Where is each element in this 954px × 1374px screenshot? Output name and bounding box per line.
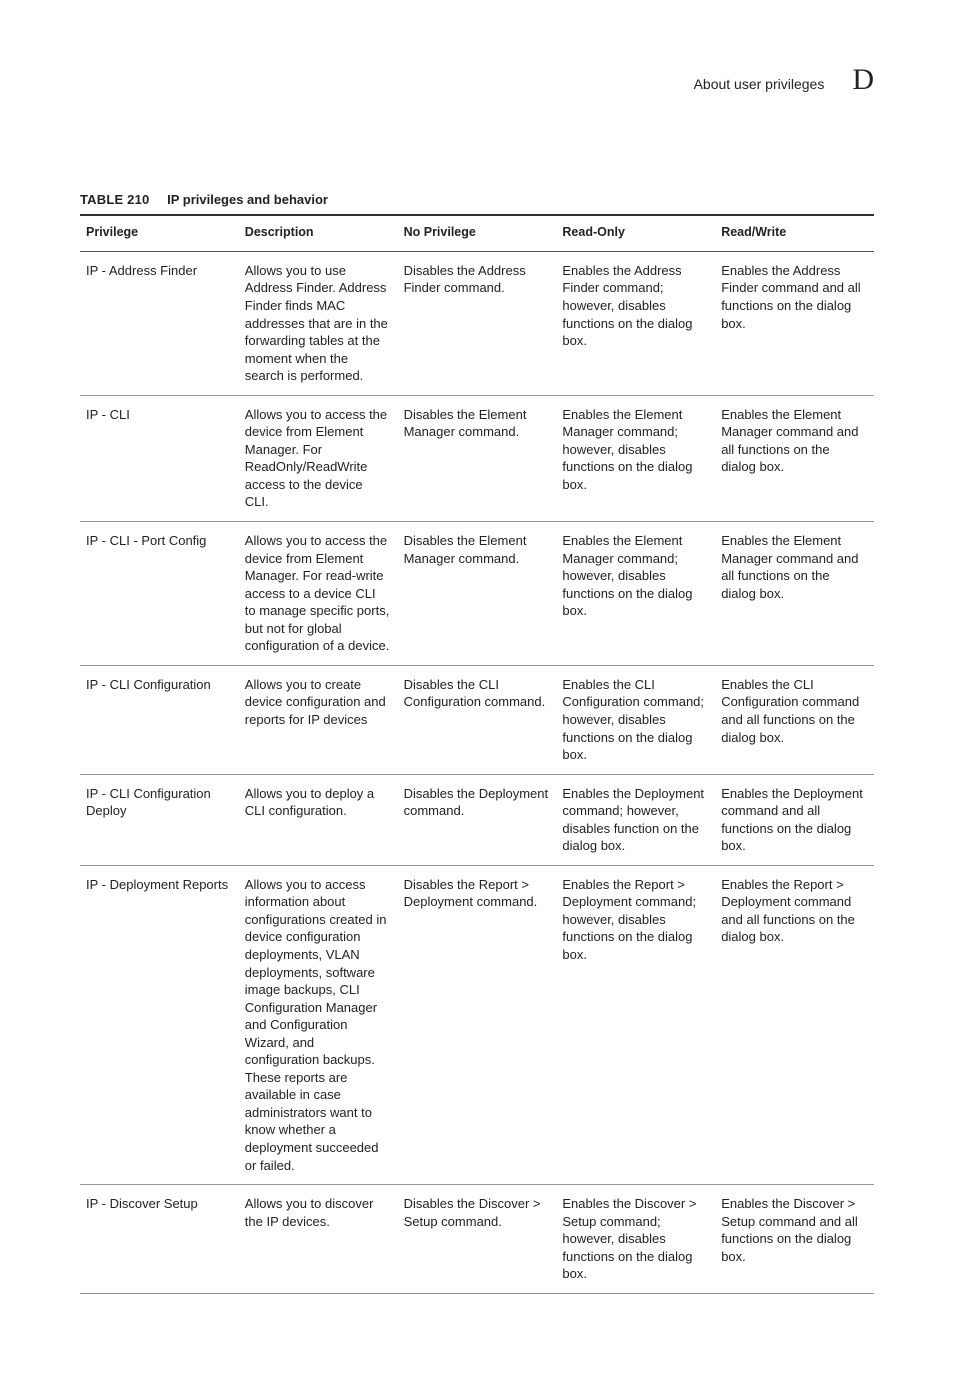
cell-no_priv: Disables the Element Manager command. bbox=[398, 395, 557, 521]
cell-privilege: IP - CLI bbox=[80, 395, 239, 521]
table-row: IP - CLIAllows you to access the device … bbox=[80, 395, 874, 521]
table-row: IP - Address FinderAllows you to use Add… bbox=[80, 251, 874, 395]
cell-no_priv: Disables the Discover > Setup command. bbox=[398, 1185, 557, 1294]
col-read-only: Read-Only bbox=[556, 215, 715, 251]
cell-privilege: IP - CLI - Port Config bbox=[80, 522, 239, 666]
cell-description: Allows you to use Address Finder. Addres… bbox=[239, 251, 398, 395]
table-row: IP - Discover SetupAllows you to discove… bbox=[80, 1185, 874, 1294]
cell-privilege: IP - CLI Configuration Deploy bbox=[80, 774, 239, 865]
cell-no_priv: Disables the Address Finder command. bbox=[398, 251, 557, 395]
cell-read_write: Enables the Deployment command and all f… bbox=[715, 774, 874, 865]
cell-read_only: Enables the Element Manager command; how… bbox=[556, 395, 715, 521]
cell-no_priv: Disables the Element Manager command. bbox=[398, 522, 557, 666]
cell-privilege: IP - Address Finder bbox=[80, 251, 239, 395]
cell-read_only: Enables the Discover > Setup command; ho… bbox=[556, 1185, 715, 1294]
table-row: IP - Deployment ReportsAllows you to acc… bbox=[80, 865, 874, 1184]
cell-privilege: IP - CLI Configuration bbox=[80, 665, 239, 774]
cell-description: Allows you to deploy a CLI configuration… bbox=[239, 774, 398, 865]
cell-read_only: Enables the Element Manager command; how… bbox=[556, 522, 715, 666]
cell-read_write: Enables the Discover > Setup command and… bbox=[715, 1185, 874, 1294]
cell-no_priv: Disables the Deployment command. bbox=[398, 774, 557, 865]
col-no-priv: No Privilege bbox=[398, 215, 557, 251]
cell-description: Allows you to discover the IP devices. bbox=[239, 1185, 398, 1294]
cell-read_write: Enables the CLI Configuration command an… bbox=[715, 665, 874, 774]
cell-description: Allows you to access the device from Ele… bbox=[239, 522, 398, 666]
cell-description: Allows you to access information about c… bbox=[239, 865, 398, 1184]
table-row: IP - CLI - Port ConfigAllows you to acce… bbox=[80, 522, 874, 666]
cell-no_priv: Disables the CLI Configuration command. bbox=[398, 665, 557, 774]
privileges-table: Privilege Description No Privilege Read-… bbox=[80, 214, 874, 1294]
cell-read_only: Enables the Address Finder command; howe… bbox=[556, 251, 715, 395]
table-header-row: Privilege Description No Privilege Read-… bbox=[80, 215, 874, 251]
section-title: About user privileges bbox=[694, 75, 825, 94]
cell-description: Allows you to create device configuratio… bbox=[239, 665, 398, 774]
cell-read_only: Enables the Deployment command; however,… bbox=[556, 774, 715, 865]
cell-privilege: IP - Discover Setup bbox=[80, 1185, 239, 1294]
cell-read_write: Enables the Element Manager command and … bbox=[715, 395, 874, 521]
table-body: IP - Address FinderAllows you to use Add… bbox=[80, 251, 874, 1293]
cell-read_write: Enables the Element Manager command and … bbox=[715, 522, 874, 666]
col-description: Description bbox=[239, 215, 398, 251]
cell-privilege: IP - Deployment Reports bbox=[80, 865, 239, 1184]
table-row: IP - CLI Configuration DeployAllows you … bbox=[80, 774, 874, 865]
page: About user privileges D TABLE 210 IP pri… bbox=[0, 0, 954, 1374]
section-letter: D bbox=[852, 60, 874, 101]
cell-read_only: Enables the CLI Configuration command; h… bbox=[556, 665, 715, 774]
cell-read_write: Enables the Report > Deployment command … bbox=[715, 865, 874, 1184]
table-row: IP - CLI ConfigurationAllows you to crea… bbox=[80, 665, 874, 774]
col-privilege: Privilege bbox=[80, 215, 239, 251]
col-read-write: Read/Write bbox=[715, 215, 874, 251]
cell-description: Allows you to access the device from Ele… bbox=[239, 395, 398, 521]
table-title: IP privileges and behavior bbox=[167, 192, 328, 207]
cell-read_only: Enables the Report > Deployment command;… bbox=[556, 865, 715, 1184]
running-header: About user privileges D bbox=[80, 60, 874, 101]
cell-no_priv: Disables the Report > Deployment command… bbox=[398, 865, 557, 1184]
table-number: TABLE 210 bbox=[80, 192, 149, 207]
table-caption: TABLE 210 IP privileges and behavior bbox=[80, 191, 874, 209]
cell-read_write: Enables the Address Finder command and a… bbox=[715, 251, 874, 395]
